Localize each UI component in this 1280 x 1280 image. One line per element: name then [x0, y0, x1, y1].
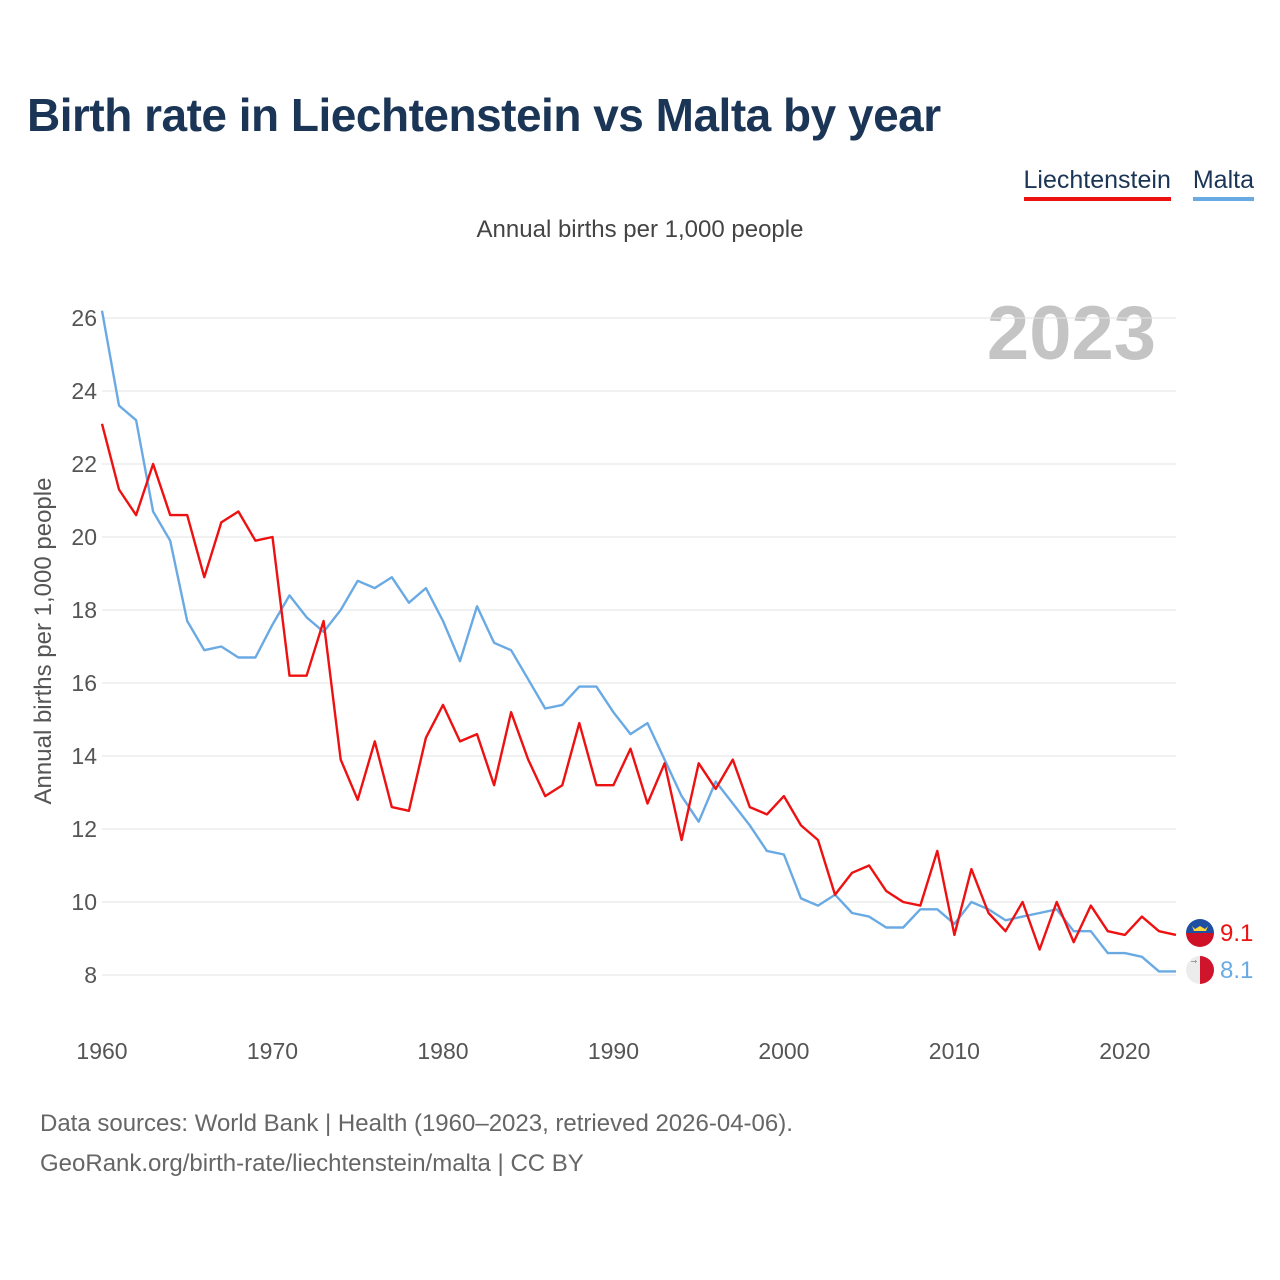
y-tick-label: 22 [71, 451, 97, 477]
series-line-malta[interactable] [100, 310, 1176, 973]
x-tick-label: 2000 [758, 1038, 809, 1064]
legend: Liechtenstein Malta [1023, 166, 1254, 201]
gridlines [102, 317, 1176, 976]
liechtenstein-flag-icon [1186, 919, 1214, 947]
y-tick-label: 14 [71, 743, 97, 769]
y-tick-label: 18 [71, 597, 97, 623]
y-axis-ticks: 8 10 12 14 16 18 20 22 24 26 [71, 305, 97, 988]
x-tick-label: 1970 [247, 1038, 298, 1064]
source-note: Data sources: World Bank | Health (1960–… [40, 1104, 793, 1184]
y-tick-label: 12 [71, 816, 97, 842]
y-tick-label: 24 [71, 378, 97, 404]
x-tick-label: 2020 [1099, 1038, 1150, 1064]
legend-item-malta[interactable]: Malta [1192, 166, 1254, 201]
series-lines [100, 310, 1177, 973]
y-tick-label: 16 [71, 670, 97, 696]
y-axis-label: Annual births per 1,000 people [30, 478, 57, 805]
x-axis-ticks: 1960 1970 1980 1990 2000 2010 2020 [76, 1038, 1150, 1064]
x-tick-label: 1980 [417, 1038, 468, 1064]
y-tick-label: 20 [71, 524, 97, 550]
chart-subtitle: Annual births per 1,000 people [476, 216, 804, 243]
year-watermark: 2023 [986, 291, 1156, 376]
chart-title: Birth rate in Liechtenstein vs Malta by … [27, 89, 941, 141]
y-tick-label: 8 [84, 962, 97, 988]
malta-flag-icon [1186, 956, 1214, 984]
y-tick-label: 26 [71, 305, 97, 331]
x-tick-label: 1990 [588, 1038, 639, 1064]
end-markers [1186, 919, 1214, 984]
series-line-liechtenstein[interactable] [100, 423, 1177, 951]
end-label-liechtenstein: 9.1 [1220, 920, 1253, 947]
y-tick-label: 10 [71, 889, 97, 915]
source-line-1: Data sources: World Bank | Health (1960–… [40, 1110, 793, 1137]
x-tick-label: 2010 [929, 1038, 980, 1064]
source-line-2[interactable]: GeoRank.org/birth-rate/liechtenstein/mal… [40, 1150, 584, 1177]
legend-item-liechtenstein[interactable]: Liechtenstein [1023, 166, 1171, 201]
end-label-malta: 8.1 [1220, 957, 1253, 984]
x-tick-label: 1960 [76, 1038, 127, 1064]
